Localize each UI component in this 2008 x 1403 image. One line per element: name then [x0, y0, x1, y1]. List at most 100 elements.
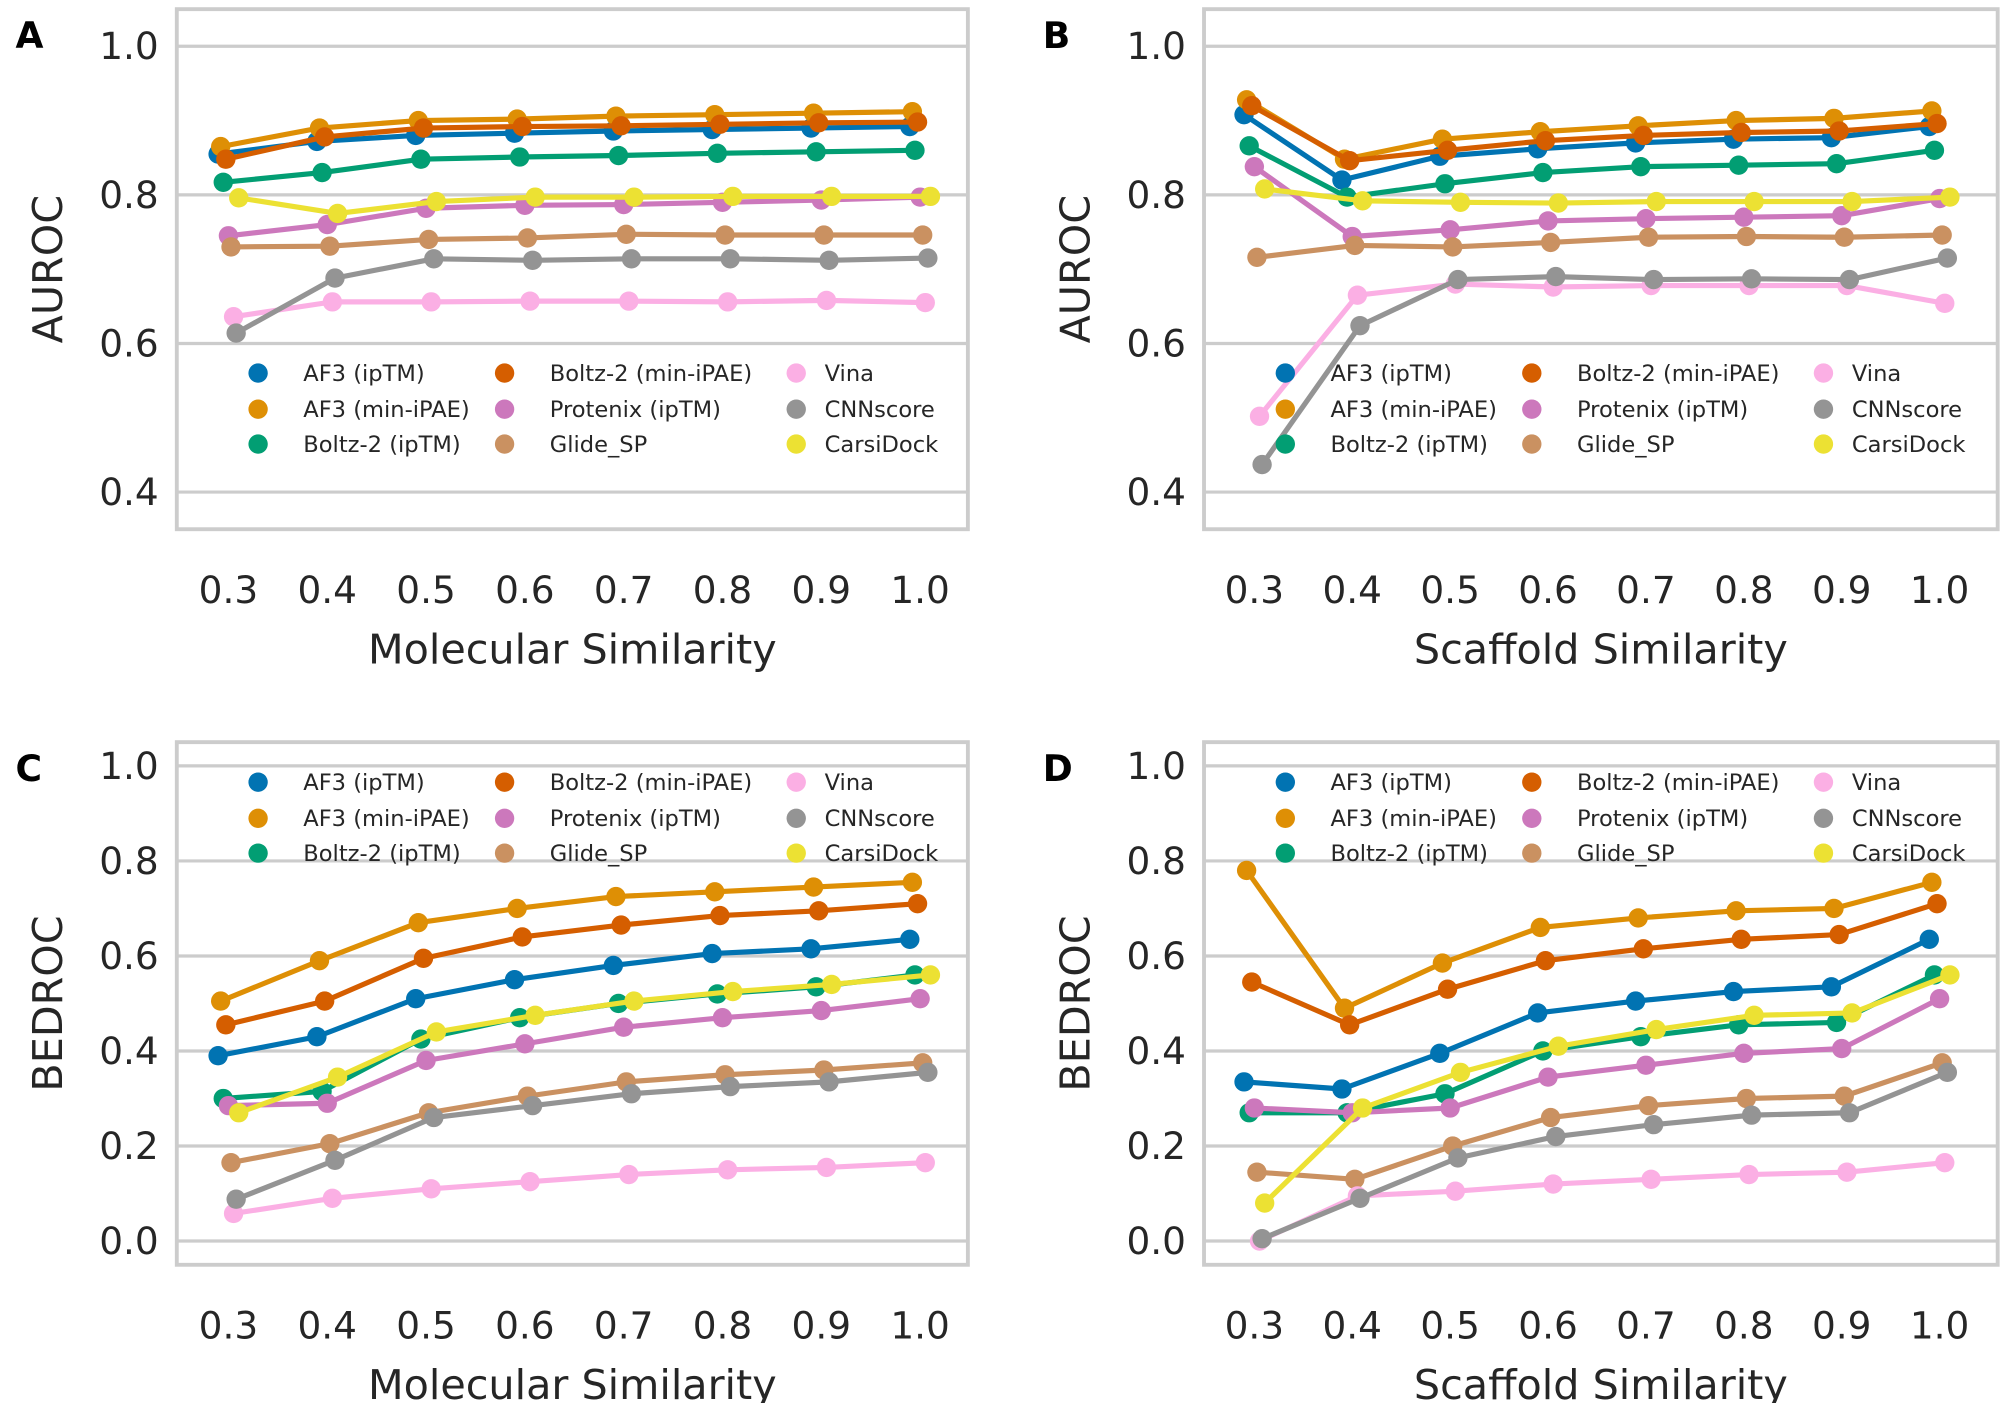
data-point: [1252, 1228, 1272, 1249]
series-line: [223, 147, 915, 185]
data-point: [1834, 227, 1854, 247]
y-tick-label: 0.2: [1126, 1124, 1186, 1168]
data-point: [1832, 206, 1852, 226]
legend-label: Glide_SP: [550, 432, 648, 458]
series-line: [1250, 901, 1938, 1028]
legend-marker: [786, 434, 806, 454]
panel-letter: A: [15, 14, 43, 57]
data-point: [520, 1171, 540, 1192]
data-point: [720, 1076, 740, 1097]
x-tick-label: 0.5: [396, 568, 456, 612]
series-line: [1261, 1069, 1949, 1242]
legend-label: Boltz-2 (min-iPAE): [1577, 770, 1779, 796]
data-point: [327, 1067, 348, 1087]
series-line: [1256, 232, 1943, 260]
data-point: [413, 948, 434, 969]
legend-marker: [494, 363, 515, 383]
legend-marker: [494, 399, 515, 419]
legend-marker: [1813, 843, 1834, 863]
data-point: [715, 225, 735, 245]
series-line: [238, 193, 931, 217]
x-tick-label: 0.5: [1420, 1303, 1480, 1347]
data-point: [1535, 951, 1556, 971]
data-point: [1728, 155, 1749, 175]
legend-label: AF3 (ipTM): [1330, 770, 1451, 796]
legend-marker: [248, 363, 268, 383]
data-point: [801, 939, 821, 959]
y-tick-label: 0.0: [1126, 1219, 1186, 1263]
data-point: [1734, 207, 1754, 227]
legend-marker: [1275, 772, 1296, 792]
series-vina: [223, 290, 935, 327]
data-point: [1929, 989, 1950, 1009]
legend-label: CNNscore: [1852, 806, 1962, 832]
x-tick-label: 0.7: [1616, 568, 1676, 612]
data-point: [1940, 187, 1960, 207]
data-point: [621, 1084, 642, 1104]
x-tick-label: 1.0: [1910, 1303, 1970, 1347]
series-line: [1250, 103, 1938, 164]
data-point: [1528, 1003, 1548, 1023]
y-tick-label: 0.4: [1126, 1029, 1186, 1073]
data-point: [216, 1015, 236, 1035]
data-point: [1448, 269, 1468, 290]
data-point: [229, 1103, 249, 1123]
data-point: [223, 307, 244, 327]
x-tick-label: 0.9: [792, 568, 852, 612]
data-point: [1440, 1098, 1460, 1118]
data-point: [705, 882, 725, 902]
series-line: [1244, 868, 1933, 1011]
legend-marker: [1813, 434, 1834, 454]
data-point: [424, 249, 444, 269]
x-tick-label: 0.3: [199, 1303, 259, 1347]
data-point: [621, 249, 642, 269]
data-point: [1839, 269, 1860, 290]
data-point: [915, 1152, 935, 1173]
x-tick-label: 0.9: [792, 1303, 852, 1347]
series-line: [1256, 1060, 1944, 1182]
legend-label: Boltz-2 (ipTM): [1330, 432, 1487, 458]
data-point: [1935, 293, 1955, 314]
data-point: [1736, 1088, 1757, 1109]
data-point: [1443, 237, 1463, 257]
data-point: [1821, 977, 1842, 997]
legend-label: Vina: [825, 361, 874, 387]
legend-label: Vina: [825, 770, 874, 796]
data-point: [1739, 1164, 1759, 1185]
legend-label: Glide_SP: [1577, 841, 1675, 867]
series-line: [233, 1160, 926, 1217]
legend-label: AF3 (min-iPAE): [303, 806, 469, 832]
data-point: [1842, 1003, 1862, 1023]
legend-marker: [786, 399, 806, 419]
data-point: [408, 913, 428, 933]
legend-label: AF3 (ipTM): [1330, 361, 1451, 387]
legend-label: Boltz-2 (min-iPAE): [550, 361, 752, 387]
data-point: [910, 989, 930, 1009]
data-point: [814, 225, 834, 245]
legend-marker: [1813, 363, 1834, 383]
y-tick-label: 0.0: [99, 1219, 158, 1263]
data-point: [1834, 1086, 1854, 1106]
x-tick-label: 1.0: [890, 568, 949, 612]
data-point: [411, 149, 431, 169]
data-point: [1646, 191, 1666, 212]
data-point: [1924, 140, 1945, 160]
data-point: [320, 236, 340, 256]
data-point: [619, 1164, 639, 1185]
data-point: [1445, 1181, 1465, 1201]
series-cnnscore: [226, 248, 938, 343]
series-line: [1252, 164, 1941, 240]
data-point: [1543, 1174, 1563, 1194]
data-point: [1535, 130, 1556, 151]
x-tick-label: 0.8: [693, 1303, 753, 1347]
data-point: [611, 116, 631, 136]
legend-marker: [248, 772, 268, 792]
data-point: [811, 1000, 831, 1021]
legend-marker: [1522, 399, 1542, 419]
data-point: [1244, 1098, 1265, 1118]
x-tick-label: 0.7: [594, 1303, 654, 1347]
y-tick-label: 0.8: [99, 839, 158, 883]
data-point: [520, 291, 540, 311]
data-point: [525, 187, 545, 207]
data-point: [1731, 122, 1751, 143]
